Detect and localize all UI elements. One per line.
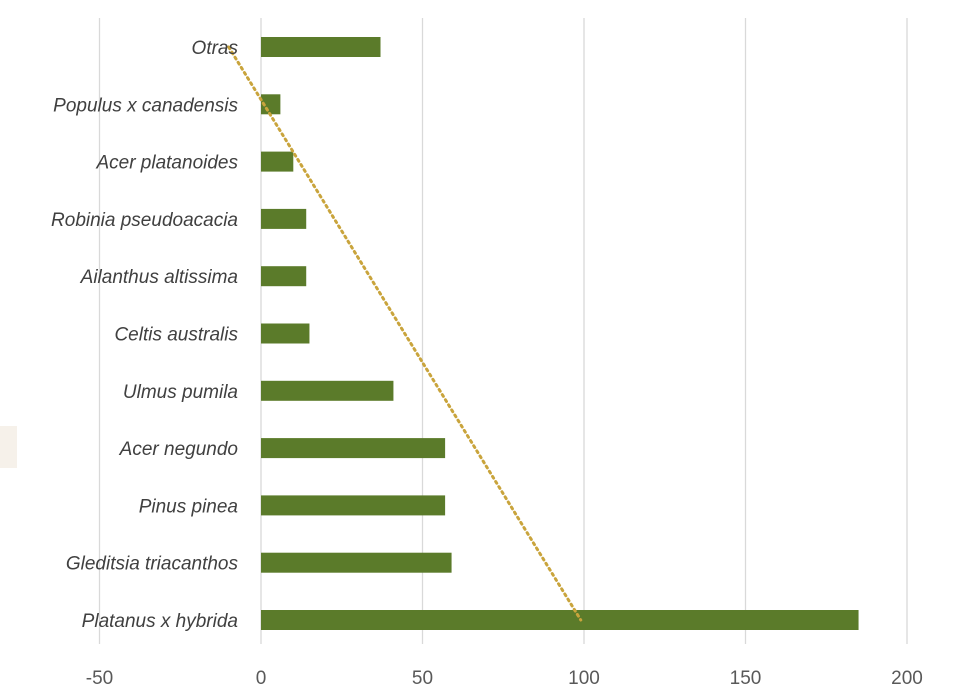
bar: [261, 323, 310, 344]
bar: [261, 151, 294, 172]
bars: [261, 37, 859, 630]
bar: [261, 380, 394, 401]
trendline: [227, 45, 583, 622]
category-label: Ailanthus altissima: [80, 267, 238, 288]
side-panel-fragment: [0, 426, 17, 468]
category-label: Acer platanoides: [95, 153, 238, 174]
bar: [261, 495, 446, 516]
category-labels: Platanus x hybrida Gleditsia triacanthos P…: [51, 38, 238, 632]
bar: [261, 438, 446, 459]
category-label: Otras: [192, 38, 239, 59]
x-tick-label: 200: [891, 668, 923, 686]
x-tick-label: 150: [730, 668, 762, 686]
bar: [261, 610, 859, 630]
x-tick-label: 100: [568, 668, 600, 686]
category-label: Robinia pseudoacacia: [51, 210, 238, 231]
x-tick-label: -50: [86, 668, 113, 686]
category-label: Pinus pinea: [139, 496, 238, 517]
x-tick-label: 0: [256, 668, 267, 686]
category-label: Acer negundo: [119, 439, 238, 460]
category-label: Celtis australis: [114, 325, 238, 346]
category-label: Gleditsia triacanthos: [66, 554, 239, 575]
category-label: Populus x canadensis: [53, 95, 238, 116]
trendline-path: [227, 45, 583, 622]
bar: [261, 208, 307, 229]
x-axis-tick-labels: -50 0 50 100 150 200: [86, 668, 923, 686]
x-tick-label: 50: [412, 668, 433, 686]
bar: [261, 552, 452, 573]
bar: [261, 37, 381, 57]
category-label: Platanus x hybrida: [82, 611, 238, 632]
bar: [261, 266, 307, 287]
category-label: Ulmus pumila: [123, 382, 238, 403]
